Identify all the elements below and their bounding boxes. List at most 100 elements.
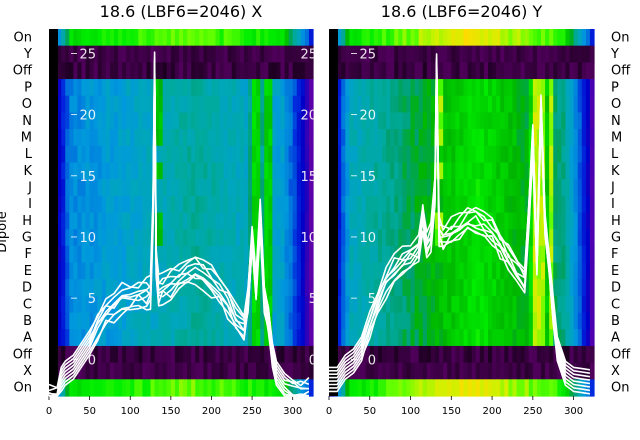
heatmap-cell: [569, 212, 575, 230]
heatmap-cell: [390, 95, 395, 114]
heatmap-cell: [585, 112, 591, 130]
heatmap-cell: [483, 329, 489, 347]
heatmap-cell: [430, 45, 436, 63]
heatmap-cell: [211, 379, 217, 397]
heatmap-cell: [219, 129, 225, 147]
heatmap-cell: [345, 145, 350, 164]
heatmap-cell: [276, 329, 282, 347]
heatmap-cell: [394, 62, 399, 80]
heatmap-cell: [134, 262, 139, 280]
heatmap-cell: [528, 229, 534, 247]
heatmap-cell: [203, 145, 208, 164]
heatmap-cell: [345, 212, 350, 230]
heatmap-cell: [239, 112, 245, 130]
heatmap-cell: [426, 329, 432, 347]
heatmap-cell: [113, 195, 119, 214]
heatmap-cell: [97, 279, 103, 297]
heatmap-cell: [154, 179, 160, 197]
heatmap-cell: [191, 29, 196, 47]
overlay-trace: [49, 69, 310, 397]
heatmap-cell: [69, 195, 74, 214]
heatmap-cell: [174, 329, 180, 347]
heatmap-cell: [467, 129, 473, 147]
heatmap-cell: [248, 229, 253, 247]
heatmap-cell: [199, 195, 204, 214]
heatmap-cell: [418, 279, 424, 297]
heatmap-cell: [97, 212, 103, 230]
heatmap-cell: [369, 112, 375, 130]
heatmap-cell: [146, 179, 152, 197]
heatmap-cell: [142, 279, 148, 297]
heatmap-cell: [435, 229, 440, 247]
heatmap-cell: [292, 295, 298, 314]
heatmap-cell: [471, 362, 477, 380]
heatmap-cell: [369, 229, 375, 247]
heatmap-cell: [398, 379, 403, 397]
heatmap-cell: [357, 345, 363, 364]
heatmap-cell: [565, 45, 571, 63]
heatmap-cell: [369, 362, 375, 380]
heatmap-cell: [524, 29, 530, 47]
heatmap-cell: [439, 145, 444, 164]
heatmap-cell: [191, 295, 196, 314]
heatmap-cell: [394, 379, 399, 397]
heatmap-cell: [292, 162, 298, 180]
heatmap-cell: [430, 312, 436, 330]
heatmap-cell: [398, 112, 403, 130]
heatmap-cell: [467, 295, 473, 314]
heatmap-cell: [577, 245, 583, 264]
heatmap-cell: [524, 379, 530, 397]
heatmap-cell: [308, 112, 314, 130]
heatmap-cell: [268, 62, 273, 80]
heatmap-cell: [122, 245, 127, 264]
dipole-tick-label: D: [22, 281, 32, 296]
heatmap-cell: [170, 129, 176, 147]
heatmap-cell: [361, 179, 367, 197]
heatmap-cell: [207, 329, 213, 347]
heatmap-cell: [296, 62, 302, 80]
heatmap-cell: [357, 62, 363, 80]
heatmap-cell: [203, 162, 208, 180]
heatmap-cell: [402, 112, 408, 130]
heatmap-cell: [463, 379, 469, 397]
heatmap-cell: [528, 245, 534, 264]
heatmap-cell: [308, 29, 314, 47]
heatmap-cell: [195, 45, 200, 63]
heatmap-cell: [483, 262, 489, 280]
heatmap-cell: [203, 329, 208, 347]
heatmap-cell: [284, 145, 290, 164]
heatmap-cell: [203, 195, 208, 214]
heatmap-cell: [585, 229, 591, 247]
heatmap-cell: [227, 29, 233, 47]
heatmap-cell: [65, 262, 70, 280]
heatmap-cell: [199, 79, 204, 97]
heatmap-cell: [288, 179, 294, 197]
heatmap-cell: [77, 362, 83, 380]
heatmap-cell: [422, 62, 428, 80]
heatmap-cell: [585, 45, 591, 63]
heatmap-cell: [565, 262, 571, 280]
heatmap-cell: [178, 245, 184, 264]
heatmap-cell: [561, 45, 567, 63]
heatmap-cell: [471, 195, 477, 214]
heatmap-cell: [406, 245, 412, 264]
heatmap-cell: [308, 229, 314, 247]
heatmap-cell: [183, 229, 188, 247]
heatmap-cell: [126, 329, 131, 347]
heatmap-cell: [573, 262, 579, 280]
heatmap-cell: [585, 79, 591, 97]
heatmap-cell: [239, 245, 245, 264]
heatmap-cell: [109, 362, 115, 380]
heatmap-cell: [235, 195, 241, 214]
heatmap-cell: [256, 62, 261, 80]
heatmap-cell: [207, 262, 213, 280]
heatmap-cell: [150, 112, 156, 130]
heatmap-cell: [243, 195, 249, 214]
heatmap-cell: [256, 295, 261, 314]
heatmap-cell: [256, 112, 261, 130]
heatmap-cell: [573, 162, 579, 180]
heatmap-cell: [296, 45, 302, 63]
heatmap-cell: [569, 145, 575, 164]
heatmap-cell: [353, 362, 359, 380]
heatmap-cell: [73, 245, 79, 264]
